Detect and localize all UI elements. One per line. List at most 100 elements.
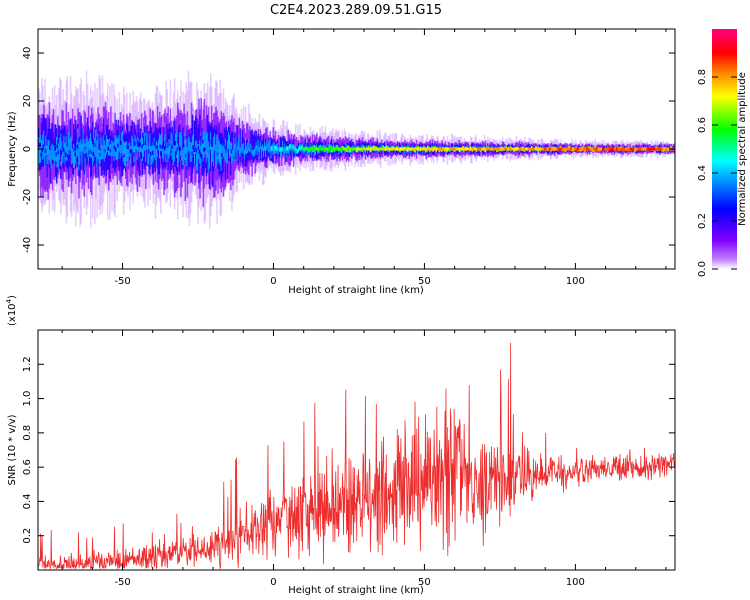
spectrogram-cell: [263, 147, 265, 157]
spectrogram-peak: [213, 154, 217, 159]
colorbar-ticks: 0.0 0.2 0.4 0.6 0.8: [697, 69, 737, 277]
spectrogram-peak: [363, 147, 367, 151]
x-tick-label: 50: [418, 577, 431, 588]
snr-scale-suffix: ): [7, 295, 18, 299]
spectrogram-cell: [109, 138, 111, 156]
spectrogram-cell: [225, 127, 228, 162]
spectrogram-cell: [83, 139, 86, 155]
spectrogram-cell: [96, 140, 98, 168]
spectrogram-peak: [239, 151, 243, 156]
spectrogram-speck: [60, 161, 64, 166]
spectrogram-cell: [187, 143, 190, 170]
spectrogram-cell: [72, 144, 75, 168]
spectrogram-cell: [309, 144, 312, 150]
spectrogram-peak: [595, 147, 599, 151]
spectrogram-cell: [269, 139, 271, 153]
x-tick-label: 100: [566, 276, 585, 287]
spectrogram-cell: [166, 142, 168, 155]
spectrogram-cell: [120, 131, 123, 177]
spectrogram-peak: [192, 145, 196, 150]
spectrogram-cell: [178, 146, 180, 163]
spectrogram-peak: [534, 147, 539, 151]
spectrogram-peak: [571, 147, 576, 151]
spectrogram-peak: [472, 147, 476, 151]
spectrogram-cell: [129, 142, 131, 157]
spectrogram-peak: [144, 141, 148, 146]
spectrogram-peak: [175, 150, 179, 155]
spectrogram-cell: [119, 145, 122, 158]
spectrogram-peak: [321, 147, 325, 151]
spectrogram-peak: [497, 147, 502, 151]
spectrogram-cell: [239, 128, 242, 163]
spectrogram-peak: [179, 146, 183, 151]
spectrogram-peak: [162, 141, 166, 146]
spectrogram-cell: [150, 146, 153, 167]
spectrogram-peak: [89, 147, 93, 152]
spectrogram-cell: [217, 137, 219, 160]
spectrogram-cell: [168, 139, 171, 158]
spectrogram-peak: [483, 147, 488, 151]
spectrogram-cell: [47, 115, 50, 200]
spectrogram-cell: [122, 140, 125, 163]
spectrogram-cell: [252, 134, 254, 164]
spectrogram-speck: [126, 167, 130, 172]
spectrogram-cell: [206, 132, 209, 159]
spectrogram-cell: [409, 147, 412, 154]
spectrogram-peak: [639, 147, 643, 151]
spectrogram-cell: [128, 143, 130, 157]
spectrogram-cell: [74, 128, 76, 162]
colorbar-tick-label: 0.0: [697, 261, 708, 277]
spectrogram-peak: [439, 147, 444, 151]
svg-text:(x104): (x104): [5, 295, 18, 326]
spectrogram-peak: [557, 147, 562, 151]
spectrogram-peak: [516, 147, 520, 151]
spectrogram-cell: [222, 143, 225, 157]
spectrogram-cell: [157, 139, 160, 153]
spectrogram-cell: [38, 136, 40, 164]
spectrogram-peak: [490, 147, 495, 151]
spectrogram-peak: [476, 147, 481, 151]
spectrogram-cell: [184, 132, 187, 161]
spectrogram-cell: [78, 141, 80, 170]
spectrogram-cell: [68, 130, 71, 155]
x-tick-label: 50: [418, 276, 431, 287]
spectrogram-peak: [467, 147, 471, 151]
spectrogram-peak: [376, 147, 381, 151]
spectrogram-cell: [135, 138, 138, 150]
spectrogram-peak: [599, 147, 604, 151]
spectrogram-peak: [94, 142, 98, 147]
spectrogram-speck: [123, 151, 127, 156]
spectrogram-peak: [62, 147, 66, 152]
spectrogram-peak: [314, 147, 318, 151]
spectrogram-peak: [400, 147, 404, 151]
spectrogram-cell: [53, 146, 56, 167]
spectrogram-speck: [76, 109, 80, 114]
spectrogram-peak: [455, 147, 460, 151]
spectrogram-peak: [149, 151, 153, 156]
spectrogram-speck: [143, 119, 147, 124]
spectrogram-peak: [176, 147, 180, 152]
spectrogram-peak: [98, 152, 102, 157]
spectrogram-speck: [73, 163, 77, 168]
spectrogram-peak: [539, 147, 543, 151]
spectrogram-speck: [237, 146, 240, 151]
spectrogram-peak: [474, 147, 478, 151]
spectrogram-cell: [98, 130, 101, 161]
spectrogram-peak: [609, 147, 613, 151]
spectrogram-cell: [145, 144, 147, 163]
spectrogram-cell: [491, 145, 493, 150]
spectrogram-cell: [75, 119, 77, 169]
spectrogram-peak: [397, 147, 402, 151]
spectrogram-cell: [177, 143, 179, 168]
spectrogram-cell: [65, 136, 68, 161]
spectrogram-peak: [588, 147, 592, 151]
spectrogram-peak: [421, 147, 425, 151]
spectrogram-cell: [45, 135, 47, 156]
spectrogram-peak: [379, 147, 383, 151]
spectrogram-cell: [240, 137, 243, 153]
spectrogram-peak: [87, 153, 91, 158]
x-tick-label: -50: [114, 276, 130, 287]
spectrogram-speck: [247, 139, 251, 144]
spectrogram-cell: [282, 140, 284, 151]
spectrogram-peak: [174, 141, 178, 146]
